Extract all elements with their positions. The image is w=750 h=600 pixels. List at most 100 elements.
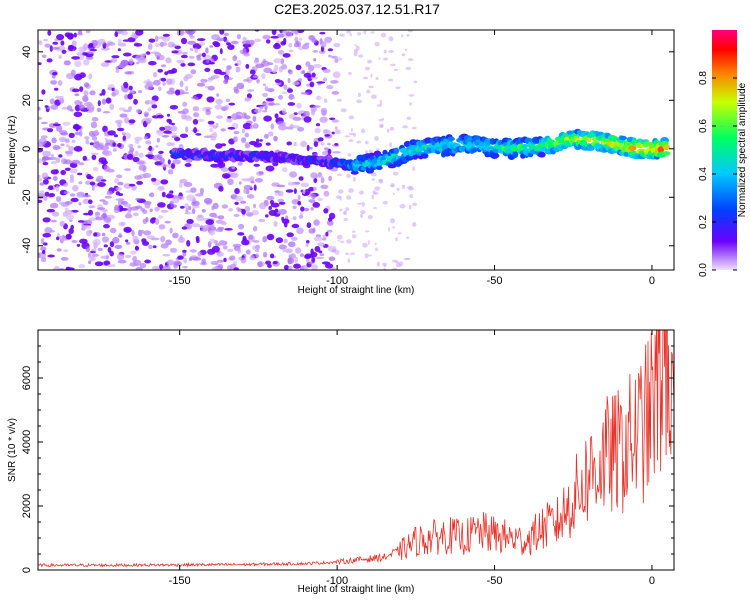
noise-cell — [241, 209, 246, 215]
noise-cell — [44, 191, 50, 197]
noise-cell — [405, 236, 410, 239]
noise-cell — [42, 233, 52, 238]
noise-cell — [300, 206, 305, 212]
noise-cell — [236, 34, 241, 40]
noise-cell — [235, 115, 243, 120]
noise-cell — [373, 207, 377, 209]
noise-cell — [281, 108, 287, 114]
noise-cell — [157, 68, 163, 73]
noise-cell — [52, 123, 61, 127]
noise-cell — [289, 171, 298, 178]
noise-cell — [59, 97, 65, 104]
noise-cell — [59, 189, 68, 196]
noise-cell — [64, 159, 72, 165]
noise-cell — [278, 124, 287, 131]
noise-cell — [389, 126, 394, 131]
noise-cell — [248, 39, 255, 46]
noise-cell — [211, 34, 221, 41]
noise-cell — [317, 137, 324, 142]
noise-cell — [253, 163, 260, 167]
noise-cell — [226, 42, 231, 46]
noise-cell — [286, 141, 293, 146]
noise-cell — [177, 255, 184, 260]
noise-cell — [367, 254, 372, 257]
noise-cell — [255, 253, 259, 258]
noise-cell — [74, 73, 83, 81]
spectrogram-marks — [38, 30, 671, 270]
noise-cell — [157, 36, 166, 40]
colorbar-ticks: 0.0 0.2 0.4 0.6 0.8 — [698, 71, 737, 277]
noise-cell — [132, 156, 140, 163]
noise-cell — [127, 206, 132, 213]
noise-cell — [160, 235, 166, 243]
noise-cell — [120, 59, 129, 67]
noise-cell — [109, 250, 114, 257]
noise-cell — [97, 182, 106, 187]
noise-cell — [107, 130, 116, 136]
noise-cell — [334, 129, 341, 133]
noise-cell — [346, 30, 351, 34]
noise-cell — [249, 69, 256, 75]
noise-cell — [276, 184, 286, 188]
noise-cell — [242, 122, 252, 130]
noise-cell — [288, 241, 296, 248]
noise-cell — [243, 52, 250, 57]
noise-cell — [340, 108, 347, 113]
noise-cell — [287, 102, 296, 106]
noise-cell — [262, 92, 268, 98]
noise-cell — [114, 178, 119, 184]
noise-cell — [147, 107, 152, 112]
noise-cell — [179, 205, 185, 209]
noise-cell — [211, 205, 215, 211]
noise-cell — [60, 132, 68, 136]
noise-cell — [63, 60, 71, 66]
noise-cell — [216, 93, 220, 97]
noise-cell — [242, 237, 247, 241]
noise-cell — [298, 214, 304, 219]
noise-cell — [323, 37, 332, 44]
ridge-cell — [368, 152, 375, 157]
colorbar-tick-label: 0.8 — [698, 71, 709, 85]
noise-cell — [368, 85, 374, 89]
noise-cell — [346, 239, 352, 244]
noise-cell — [53, 267, 58, 270]
noise-cell — [334, 126, 338, 130]
noise-cell — [388, 227, 390, 232]
noise-cell — [64, 150, 74, 155]
noise-cell — [364, 66, 371, 71]
noise-cell — [187, 62, 196, 67]
noise-cell — [208, 229, 216, 236]
noise-cell — [42, 179, 49, 185]
noise-cell — [64, 167, 71, 171]
noise-cell — [328, 256, 336, 262]
ridge-cell — [662, 144, 671, 150]
noise-cell — [195, 193, 204, 197]
noise-cell — [273, 135, 278, 142]
noise-cell — [308, 64, 315, 72]
noise-cell — [287, 181, 296, 186]
noise-cell — [230, 172, 239, 178]
noise-cell — [297, 126, 305, 132]
noise-cell — [389, 142, 393, 147]
noise-cell — [157, 185, 165, 191]
noise-cell — [310, 207, 314, 211]
noise-cell — [186, 194, 196, 201]
noise-cell — [198, 41, 206, 46]
noise-cell — [289, 123, 294, 130]
noise-cell — [115, 198, 124, 201]
noise-cell — [166, 118, 171, 123]
noise-cell — [309, 81, 315, 88]
noise-cell — [320, 107, 328, 114]
x-tick-label: 0 — [649, 275, 655, 287]
noise-cell — [71, 239, 78, 244]
spectrogram-ticks: -150 -100 -50 0 -40 -20 0 20 40 — [21, 30, 674, 287]
noise-cell — [181, 54, 188, 59]
noise-cell — [102, 111, 110, 114]
noise-cell — [391, 259, 398, 263]
noise-cell — [150, 237, 160, 241]
spectrogram-frame — [37, 29, 675, 271]
noise-cell — [248, 234, 254, 240]
colorbar-gradient — [712, 30, 737, 270]
noise-cell — [107, 167, 111, 171]
noise-cell — [131, 229, 135, 237]
